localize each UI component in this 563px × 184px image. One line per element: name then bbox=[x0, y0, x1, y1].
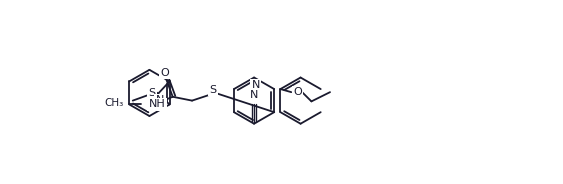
Text: O: O bbox=[160, 68, 169, 78]
Text: N: N bbox=[155, 95, 164, 105]
Text: N: N bbox=[250, 90, 258, 100]
Text: NH: NH bbox=[149, 100, 166, 109]
Text: O: O bbox=[293, 87, 302, 97]
Text: S: S bbox=[209, 85, 217, 95]
Text: CH₃: CH₃ bbox=[104, 98, 123, 108]
Text: S: S bbox=[149, 88, 155, 98]
Text: N: N bbox=[252, 80, 260, 90]
